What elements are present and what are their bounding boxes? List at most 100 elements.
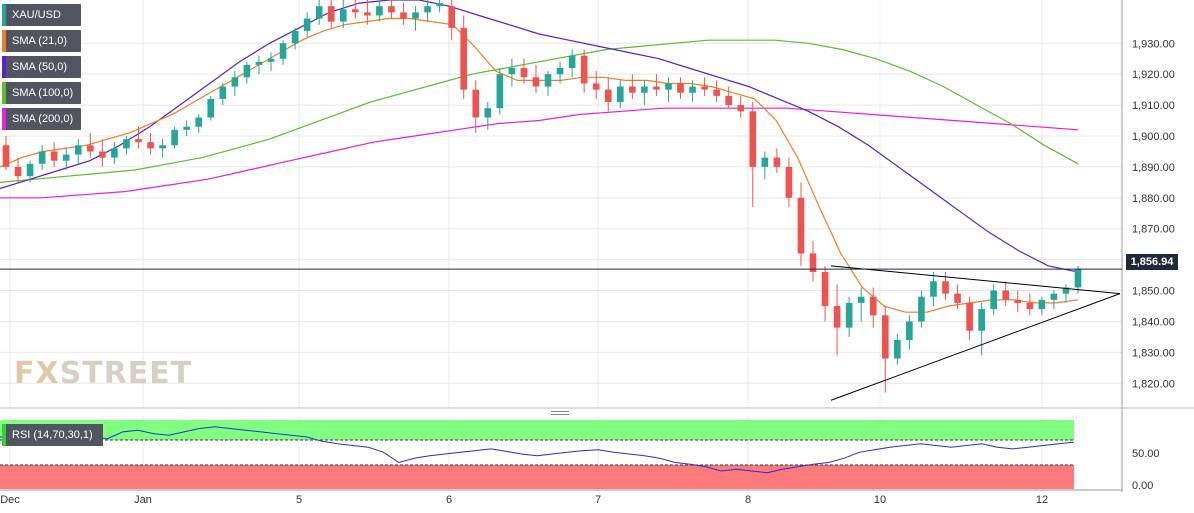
y-tick-label: 1,830.00 <box>1132 347 1175 359</box>
legend-swatch <box>2 56 6 78</box>
candle-body <box>1026 302 1034 310</box>
candle-body <box>255 61 263 65</box>
candle-body <box>147 142 154 149</box>
watermark-street: STREET <box>59 356 193 391</box>
candle-body <box>592 83 600 90</box>
candle-body <box>62 154 70 161</box>
y-tick-label: 1,820.00 <box>1132 378 1175 390</box>
candle-body <box>207 98 215 118</box>
x-tick-label: 6 <box>446 494 452 506</box>
candle-body <box>544 74 552 87</box>
candle-body <box>773 157 781 167</box>
candle-body <box>833 306 841 328</box>
candle-body <box>749 111 757 167</box>
candle-body <box>388 6 395 13</box>
candle-body <box>171 129 178 146</box>
current-price-tag: 1,856.94 <box>1126 254 1178 270</box>
candle-body <box>821 272 829 306</box>
candle-body <box>990 290 997 310</box>
candle-body <box>653 86 660 90</box>
y-tick-label: 1,900.00 <box>1132 131 1175 143</box>
candle-body <box>954 293 961 303</box>
rsi-label-text: RSI (14,70,30,1) <box>12 429 93 441</box>
legend-label: SMA (200,0) <box>12 113 74 125</box>
candle-body <box>303 18 311 31</box>
sma50-line <box>0 0 1079 273</box>
candle-body <box>580 55 588 84</box>
candle-body <box>460 27 468 90</box>
x-tick-label: 5 <box>296 494 302 506</box>
candle-body <box>978 309 985 331</box>
legend-item[interactable]: SMA (21,0) <box>2 30 82 52</box>
candle-body <box>809 253 817 272</box>
candle-body <box>448 6 455 28</box>
rsi-line <box>0 426 1075 474</box>
legend-swatch <box>2 82 6 104</box>
x-tick-label: 10 <box>874 494 886 506</box>
rsi-tick-label: 0.00 <box>1132 480 1153 492</box>
candle-body <box>327 6 335 22</box>
legend-item[interactable]: XAU/USD <box>2 4 82 26</box>
candle-body <box>677 83 684 93</box>
legend-label: SMA (21,0) <box>12 35 68 47</box>
candle-body <box>484 108 492 118</box>
candle-body <box>50 151 58 161</box>
candle-body <box>689 86 696 93</box>
legend-item[interactable]: SMA (100,0) <box>2 82 82 104</box>
candle-body <box>1074 269 1082 288</box>
candle-body <box>1038 299 1046 310</box>
candle-body <box>111 148 118 158</box>
y-tick-label: 1,850.00 <box>1132 286 1175 298</box>
candle-body <box>315 6 323 19</box>
candle-body <box>556 68 564 75</box>
rsi-oversold-zone <box>0 465 1074 489</box>
candle-body <box>26 163 34 177</box>
candle-body <box>930 281 937 297</box>
legend: XAU/USD SMA (21,0) SMA (50,0) SMA (100,0) SM… <box>2 4 82 134</box>
candle-body <box>400 12 407 19</box>
y-tick-label: 1,930.00 <box>1132 38 1175 50</box>
candle-body <box>881 315 889 359</box>
y-tick-label: 1,870.00 <box>1132 224 1175 236</box>
candle-body <box>231 77 239 87</box>
candle-body <box>665 83 672 90</box>
legend-swatch <box>2 30 6 52</box>
sma200-line <box>0 107 1079 199</box>
candle-body <box>243 64 251 78</box>
trendline <box>830 265 1121 295</box>
candle-body <box>845 302 853 328</box>
candle-body <box>135 139 142 143</box>
candle-body <box>219 86 227 99</box>
legend-item[interactable]: SMA (50,0) <box>2 56 82 78</box>
candle-body <box>267 58 275 62</box>
watermark-fx: FX <box>14 356 60 391</box>
splitter-handle <box>551 414 569 415</box>
y-tick-label: 1,910.00 <box>1132 100 1175 112</box>
candle-body <box>906 321 913 340</box>
candle-body <box>159 145 166 149</box>
trendline <box>830 293 1121 401</box>
candle-body <box>339 9 347 22</box>
y-tick-label: 1,840.00 <box>1132 316 1175 328</box>
x-tick-label: 7 <box>595 494 601 506</box>
candle-body <box>412 12 419 19</box>
candle-body <box>641 86 648 93</box>
x-tick-label: 12 <box>1036 494 1048 506</box>
candle-body <box>713 89 720 96</box>
candle-body <box>424 6 431 13</box>
x-tick-label: 8 <box>745 494 751 506</box>
candle-body <box>966 302 973 331</box>
candle-body <box>376 6 383 16</box>
candle-body <box>761 157 769 167</box>
legend-item[interactable]: SMA (200,0) <box>2 108 82 130</box>
legend-swatch <box>2 4 6 26</box>
rsi-overbought-zone <box>0 420 1074 440</box>
candle-body <box>364 12 371 16</box>
candle-body <box>604 89 612 102</box>
rsi-label: RSI (14,70,30,1) <box>2 424 103 446</box>
y-tick-label: 1,880.00 <box>1132 193 1175 205</box>
candle-body <box>532 77 540 87</box>
candle-body <box>1062 287 1070 294</box>
